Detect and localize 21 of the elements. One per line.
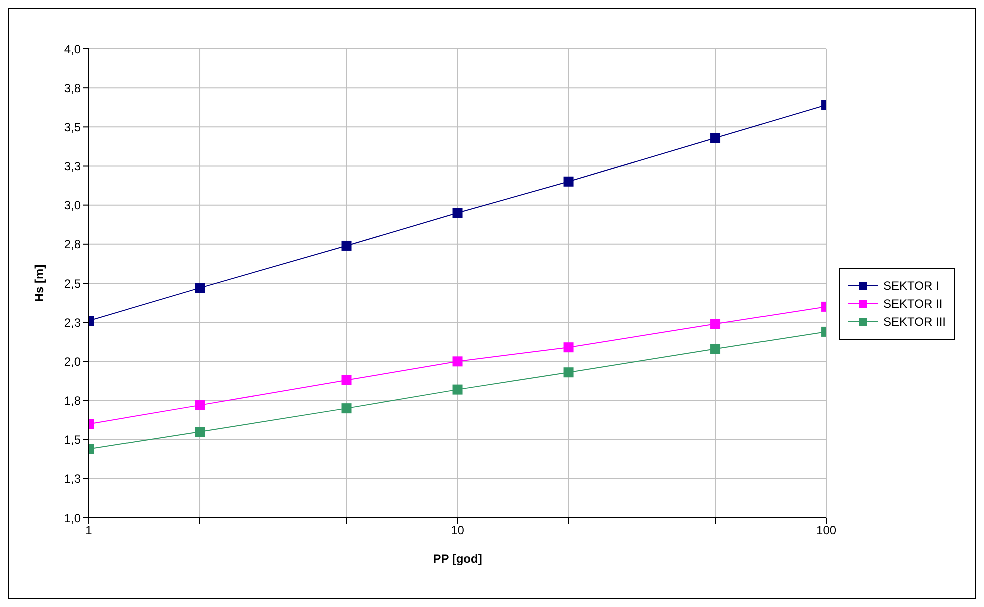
legend-label: SEKTOR III (884, 314, 946, 328)
y-tick-label: 2,0 (64, 354, 82, 369)
x-tick-label: 10 (451, 524, 465, 538)
x-tick-label: 100 (816, 524, 837, 538)
legend-label: SEKTOR II (884, 296, 943, 310)
y-tick-label: 1,0 (64, 511, 82, 526)
y-tick-label: 3,0 (64, 198, 82, 213)
y-axis-title: Hs [m] (32, 264, 46, 302)
y-tick-label: 1,5 (64, 433, 82, 448)
y-tick-label: 3,5 (64, 120, 82, 134)
y-tick-label: 4,0 (64, 42, 82, 56)
y-tick-label: 2,8 (64, 238, 82, 252)
y-tick-label: 1,8 (64, 394, 82, 408)
y-tick-label: 2,5 (64, 276, 82, 291)
y-tick-label: 3,8 (64, 81, 82, 96)
x-axis-title: PP [god] (433, 552, 482, 566)
y-tick-label: 3,3 (64, 160, 82, 174)
y-tick-label: 2,3 (64, 316, 82, 330)
y-tick-label: 1,3 (64, 472, 82, 486)
x-tick-label: 1 (86, 524, 93, 538)
legend-label: SEKTOR I (884, 278, 940, 292)
